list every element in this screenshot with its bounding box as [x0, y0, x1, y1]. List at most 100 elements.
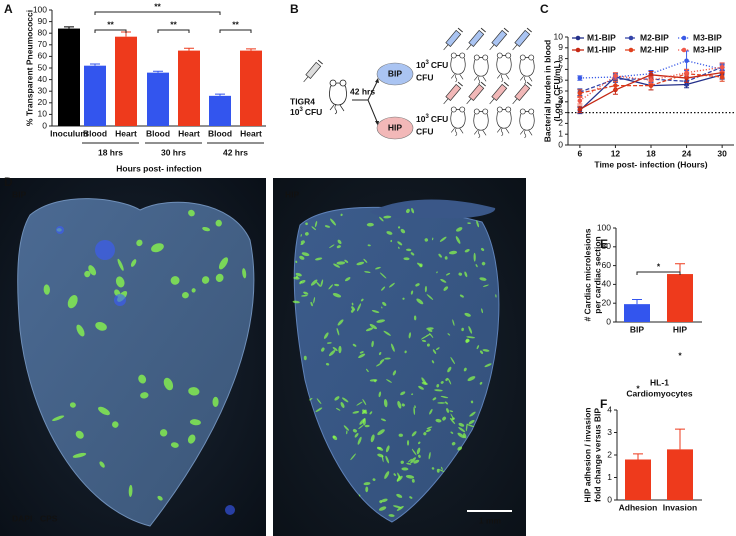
cps-signal [52, 415, 65, 422]
cps-signal [379, 359, 385, 364]
x-tick-label: Invasion [663, 502, 697, 512]
x-tick-label: Blood [146, 128, 170, 138]
y-tick-label: 6 [558, 74, 563, 84]
cps-signal [402, 297, 405, 300]
cps-signal [336, 245, 341, 249]
syringe-icon [466, 81, 486, 105]
cps-signal [482, 284, 489, 287]
mouse-icon [450, 52, 466, 83]
cps-signal [431, 360, 435, 364]
dose-value: 10 [416, 114, 426, 124]
cps-signal [332, 347, 338, 352]
x-tick-label: BIP [630, 324, 645, 334]
mouse-tail [519, 129, 533, 139]
cps-signal [325, 362, 330, 366]
cps-signal [458, 426, 466, 433]
syringe-plunger [526, 27, 532, 33]
x-tick-label: 30 [717, 148, 727, 158]
cps-signal [338, 345, 342, 354]
cps-signal [335, 407, 341, 411]
syringe-icon [489, 27, 509, 51]
syringe-barrel [445, 29, 462, 48]
chart-title: HL-1 [650, 377, 669, 387]
cps-signal [364, 271, 371, 273]
y-tick-label: 1 [607, 472, 612, 482]
mouse-icon [473, 54, 489, 85]
data-point [719, 74, 725, 80]
cps-signal [350, 453, 356, 461]
cps-signal [366, 222, 374, 227]
cps-signal [482, 349, 490, 352]
legend-marker [681, 35, 687, 41]
cps-signal [416, 447, 421, 455]
mouse-icon [473, 108, 489, 139]
cps-signal [449, 410, 454, 413]
cps-signal [411, 431, 417, 437]
cps-signal [397, 226, 401, 229]
y-tick-label: 40 [38, 74, 48, 84]
cps-signal [314, 221, 318, 228]
significance-bracket [94, 29, 127, 33]
y-tick-label: 90 [38, 16, 48, 26]
y-tick-label: 0 [607, 494, 612, 504]
cps-signal [300, 240, 305, 244]
y-tick-label: 3 [558, 107, 563, 117]
cps-signal [445, 377, 449, 381]
mouse-ear [482, 54, 489, 61]
cps-signal [379, 500, 383, 504]
cps-signal [337, 319, 344, 326]
syringe-icon [443, 81, 463, 105]
cps-signal [112, 421, 119, 428]
cps-signal [311, 226, 316, 231]
cps-signal [447, 333, 451, 336]
cps-signal [376, 362, 383, 367]
dose-label: 103 CFU [416, 114, 448, 125]
cps-signal [479, 277, 487, 281]
cps-signal [392, 505, 402, 509]
dapi-signal [225, 505, 235, 515]
bar [178, 50, 200, 126]
cps-signal [424, 238, 429, 242]
cps-signal [456, 227, 463, 232]
cps-signal [437, 402, 446, 404]
cps-signal [410, 457, 417, 464]
cps-signal [413, 315, 417, 321]
y-axis-label: HIP adhesion / invasion [582, 407, 592, 502]
error-bar [633, 453, 643, 460]
y-axis-label-part: (Log [552, 103, 562, 121]
mouse-ear [496, 106, 503, 113]
cps-signal [377, 446, 382, 450]
cps-signal [396, 505, 404, 511]
cps-signal [458, 422, 465, 427]
cps-signal [426, 343, 430, 347]
y-tick-label: 2 [558, 118, 563, 128]
cps-signal [364, 424, 370, 428]
cps-signal [95, 321, 107, 331]
cps-signal [365, 486, 369, 493]
significance-bracket [636, 271, 681, 275]
series-line [579, 73, 723, 94]
syringe-needle [512, 98, 518, 105]
cps-signal [397, 472, 401, 479]
cps-signal [428, 329, 433, 332]
cps-signal [398, 433, 403, 437]
dapi-signal [56, 226, 64, 234]
cps-signal [305, 222, 308, 226]
dose-unit-line: CFU [416, 72, 433, 82]
cps-signal [421, 381, 428, 385]
cps-signal [401, 403, 405, 407]
cps-signal [352, 343, 357, 347]
cps-signal [469, 411, 476, 417]
cps-signal [99, 461, 105, 468]
cps-signal [293, 276, 300, 280]
cps-signal [463, 433, 467, 439]
cps-signal [336, 261, 346, 265]
stain-label: DAPI [12, 513, 32, 523]
y-tick-label: 100 [33, 4, 47, 14]
cps-signal [381, 306, 383, 309]
cps-signal [425, 429, 432, 433]
cps-signal [408, 332, 412, 339]
chart-title: Cardiomyocytes [626, 388, 692, 398]
y-tick-label: 30 [38, 85, 48, 95]
